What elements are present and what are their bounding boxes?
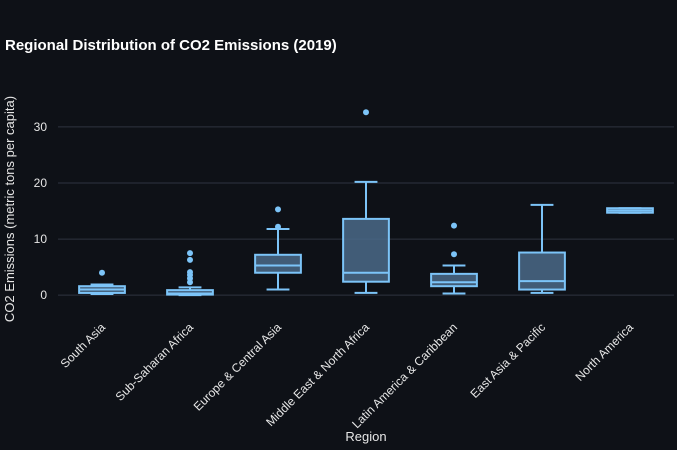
outlier-point: [187, 269, 193, 276]
x-tick-label: North America: [572, 320, 636, 384]
y-tick-label: 30: [34, 120, 48, 134]
outlier-point: [275, 206, 281, 213]
x-tick-label: Latin America & Caribbean: [349, 320, 460, 431]
y-tick-labels: 0 10 20 30: [34, 120, 48, 302]
x-tick-label: Middle East & North Africa: [263, 320, 372, 429]
outlier-point: [99, 269, 105, 276]
box-series: [78, 109, 654, 297]
chart-title: Regional Distribution of CO2 Emissions (…: [5, 37, 337, 54]
box-5: [518, 203, 566, 294]
outlier-point: [187, 250, 193, 257]
outlier-point: [451, 222, 457, 229]
y-tick-label: 20: [34, 176, 48, 190]
outlier-point: [187, 256, 193, 263]
y-axis-label: CO2 Emissions (metric tons per capita): [2, 96, 17, 322]
outlier-point: [451, 251, 457, 258]
outlier-point: [363, 109, 369, 116]
box-3: [342, 109, 390, 294]
iqr-box: [254, 253, 302, 274]
box-1: [166, 250, 214, 297]
x-tick-label: East Asia & Pacific: [467, 320, 548, 401]
box-4: [430, 222, 478, 295]
box-2: [254, 206, 302, 291]
outlier-point: [275, 223, 281, 230]
iqr-box: [430, 272, 478, 288]
y-tick-label: 10: [34, 232, 48, 246]
x-axis-label: Region: [345, 429, 386, 444]
x-tick-label: Europe & Central Asia: [191, 320, 285, 414]
x-tick-label: Sub-Saharan Africa: [113, 320, 197, 404]
y-tick-label: 0: [40, 288, 47, 302]
iqr-box: [342, 217, 390, 283]
iqr-box: [166, 289, 214, 296]
box-6: [606, 207, 654, 214]
box-0: [78, 269, 126, 296]
x-tick-label: South Asia: [58, 320, 109, 371]
iqr-box: [518, 251, 566, 291]
